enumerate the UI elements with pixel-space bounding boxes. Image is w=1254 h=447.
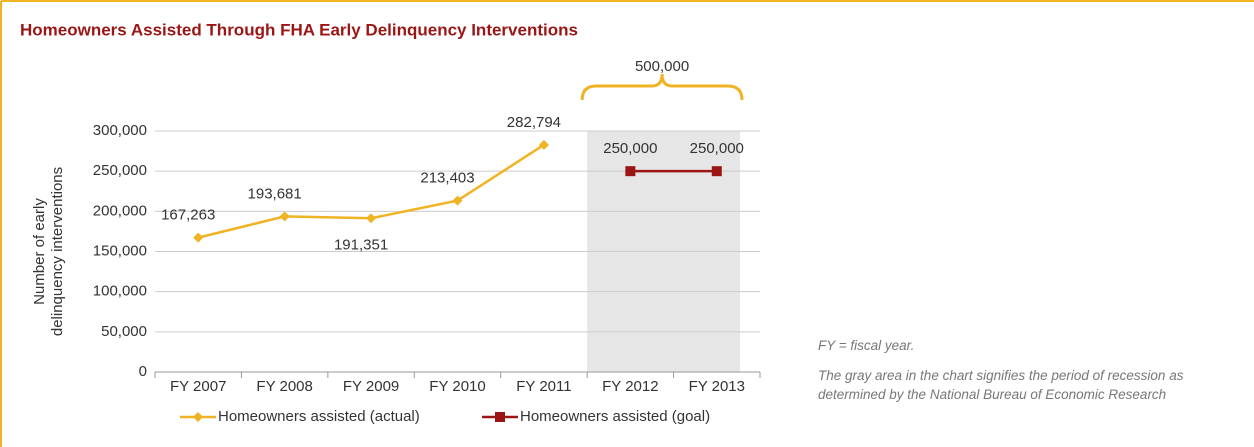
point [711, 166, 722, 177]
bracket [580, 73, 744, 101]
x-tick-label: FY 2011 [516, 378, 571, 395]
legend-marker [193, 412, 203, 422]
y-tick-label: 150,000 [93, 242, 147, 259]
x-tick-label: FY 2009 [343, 378, 399, 395]
y-axis-label: Number of early [31, 198, 48, 305]
point [279, 211, 290, 222]
data-label: 193,681 [248, 185, 302, 202]
y-tick-label: 50,000 [101, 323, 147, 340]
y-tick-label: 300,000 [93, 122, 147, 139]
y-tick-label: 0 [139, 363, 147, 380]
legend-label: Homeowners assisted (actual) [218, 408, 420, 425]
data-label: 250,000 [603, 140, 657, 157]
point [366, 213, 377, 224]
point [193, 232, 204, 243]
y-tick-label: 100,000 [93, 283, 147, 300]
chart-title: Homeowners Assisted Through FHA Early De… [20, 20, 578, 39]
bracket-label: 500,000 [635, 58, 689, 75]
point [625, 166, 636, 177]
point [452, 195, 463, 206]
y-tick-label: 200,000 [93, 202, 147, 219]
legend-label: Homeowners assisted (goal) [520, 408, 710, 425]
x-tick-label: FY 2013 [689, 378, 745, 395]
note: The gray area in the chart signifies the… [818, 368, 1184, 402]
y-tick-label: 250,000 [93, 162, 147, 179]
x-tick-label: FY 2012 [602, 378, 658, 395]
data-label: 191,351 [334, 236, 388, 253]
point [538, 139, 549, 150]
data-label: 250,000 [690, 140, 744, 157]
data-label: 282,794 [507, 114, 561, 131]
x-tick-label: FY 2008 [256, 378, 312, 395]
legend-marker [495, 412, 505, 422]
x-tick-label: FY 2010 [429, 378, 485, 395]
data-label: 213,403 [420, 170, 474, 187]
data-label: 167,263 [161, 207, 215, 224]
x-tick-label: FY 2007 [170, 378, 226, 395]
note: FY = fiscal year. [818, 338, 915, 353]
y-axis-label: delinquency interventions [49, 167, 66, 336]
